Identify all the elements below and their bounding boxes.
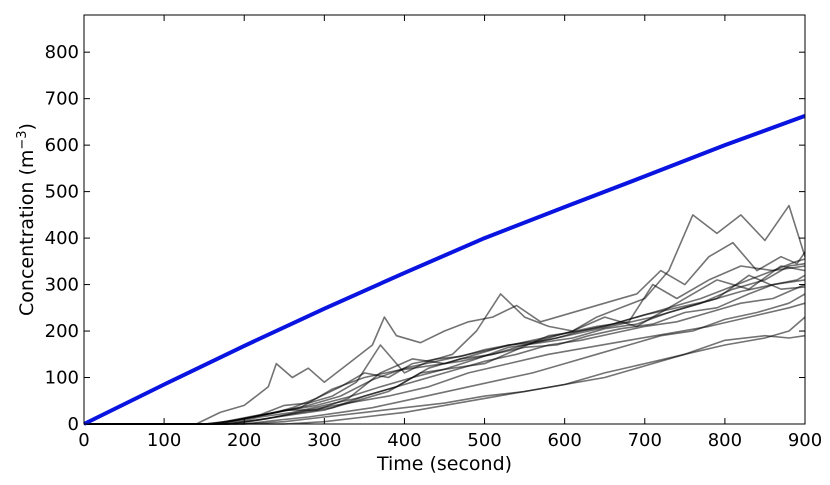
y-tick-label-0: 0 — [68, 414, 79, 435]
y-tick-label-6: 600 — [45, 135, 79, 156]
series-sample-line-9 — [84, 274, 806, 425]
series-sample-line-14 — [84, 334, 806, 425]
y-tick-label-4: 400 — [45, 228, 79, 249]
y-tick-label-2: 200 — [45, 321, 79, 342]
x-axis-title: Time (second) — [376, 453, 512, 475]
x-tick-label-0: 0 — [78, 430, 89, 451]
series-sample-line-11 — [84, 293, 806, 425]
x-tick-label-7: 700 — [628, 430, 662, 451]
series-sample-line-3 — [84, 204, 806, 425]
x-axis-ticks: 0 100 200 300 400 500 600 700 800 900 — [78, 15, 822, 451]
y-axis-ticks: 0 100 200 300 400 500 600 700 800 — [45, 42, 805, 435]
y-tick-label-1: 100 — [45, 368, 79, 389]
series-sample-line-1 — [84, 258, 806, 425]
x-tick-label-6: 600 — [547, 430, 581, 451]
series-mean-line — [83, 114, 806, 426]
y-tick-label-8: 800 — [45, 42, 79, 63]
x-tick-label-4: 400 — [387, 430, 421, 451]
y-axis-title: Concentration (m−3) — [15, 123, 38, 316]
y-tick-label-7: 700 — [45, 89, 79, 110]
series-sample-line-13 — [84, 302, 806, 425]
y-axis-title-exponent: −3 — [15, 130, 30, 149]
x-tick-label-3: 300 — [307, 430, 341, 451]
y-tick-label-5: 500 — [45, 182, 79, 203]
x-tick-label-9: 900 — [788, 430, 822, 451]
x-tick-label-2: 200 — [227, 430, 261, 451]
series-sample-line-7 — [84, 274, 806, 425]
plot-frame — [83, 14, 806, 425]
y-axis-title-text: Concentration (m — [16, 150, 38, 316]
series-layer — [83, 114, 806, 426]
x-tick-label-1: 100 — [147, 430, 181, 451]
series-sample-line-2 — [84, 241, 806, 425]
y-tick-label-3: 300 — [45, 275, 79, 296]
series-sample-line-5 — [84, 265, 806, 425]
x-tick-label-5: 500 — [467, 430, 501, 451]
x-tick-label-8: 800 — [708, 430, 742, 451]
series-sample-line-4 — [84, 265, 806, 425]
series-sample-line-10 — [84, 283, 806, 425]
y-axis-title-close: ) — [16, 123, 38, 130]
